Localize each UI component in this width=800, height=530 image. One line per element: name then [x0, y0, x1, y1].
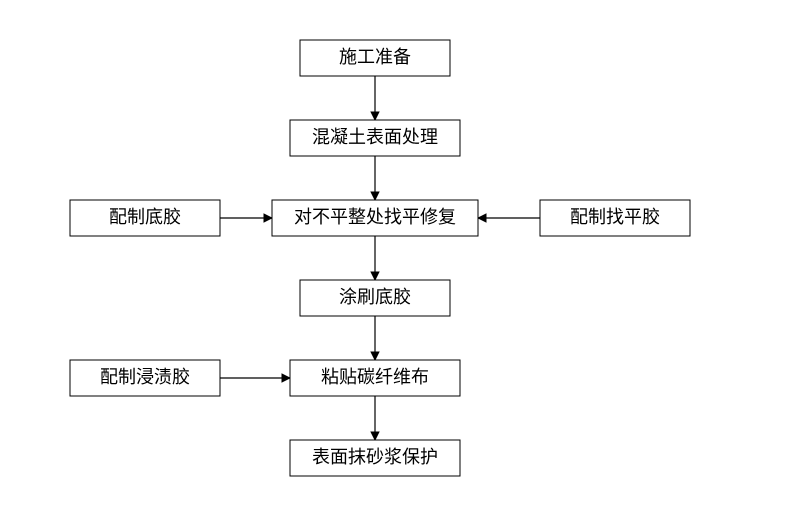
flow-node-n3: 对不平整处找平修复 [272, 200, 478, 236]
flow-node-sR1: 配制找平胶 [540, 200, 690, 236]
flow-node-label: 对不平整处找平修复 [294, 207, 456, 227]
flow-node-n2: 混凝土表面处理 [290, 120, 460, 156]
flow-node-sL2: 配制浸渍胶 [70, 360, 220, 396]
flow-node-n1: 施工准备 [300, 40, 450, 76]
flow-node-label: 配制底胶 [109, 207, 181, 227]
flow-node-label: 粘贴碳纤维布 [321, 367, 429, 387]
flowchart-canvas: 施工准备混凝土表面处理对不平整处找平修复涂刷底胶粘贴碳纤维布表面抹砂浆保护 配制底… [0, 0, 800, 530]
flow-node-label: 施工准备 [339, 47, 411, 67]
flow-node-n4: 涂刷底胶 [300, 280, 450, 316]
flow-node-label: 涂刷底胶 [339, 287, 411, 307]
flow-node-label: 混凝土表面处理 [312, 127, 438, 147]
flow-node-label: 配制找平胶 [570, 207, 660, 227]
flow-node-label: 配制浸渍胶 [100, 367, 190, 387]
flow-node-n5: 粘贴碳纤维布 [290, 360, 460, 396]
flow-node-sL1: 配制底胶 [70, 200, 220, 236]
flow-node-n6: 表面抹砂浆保护 [290, 440, 460, 476]
flow-node-label: 表面抹砂浆保护 [312, 447, 438, 467]
